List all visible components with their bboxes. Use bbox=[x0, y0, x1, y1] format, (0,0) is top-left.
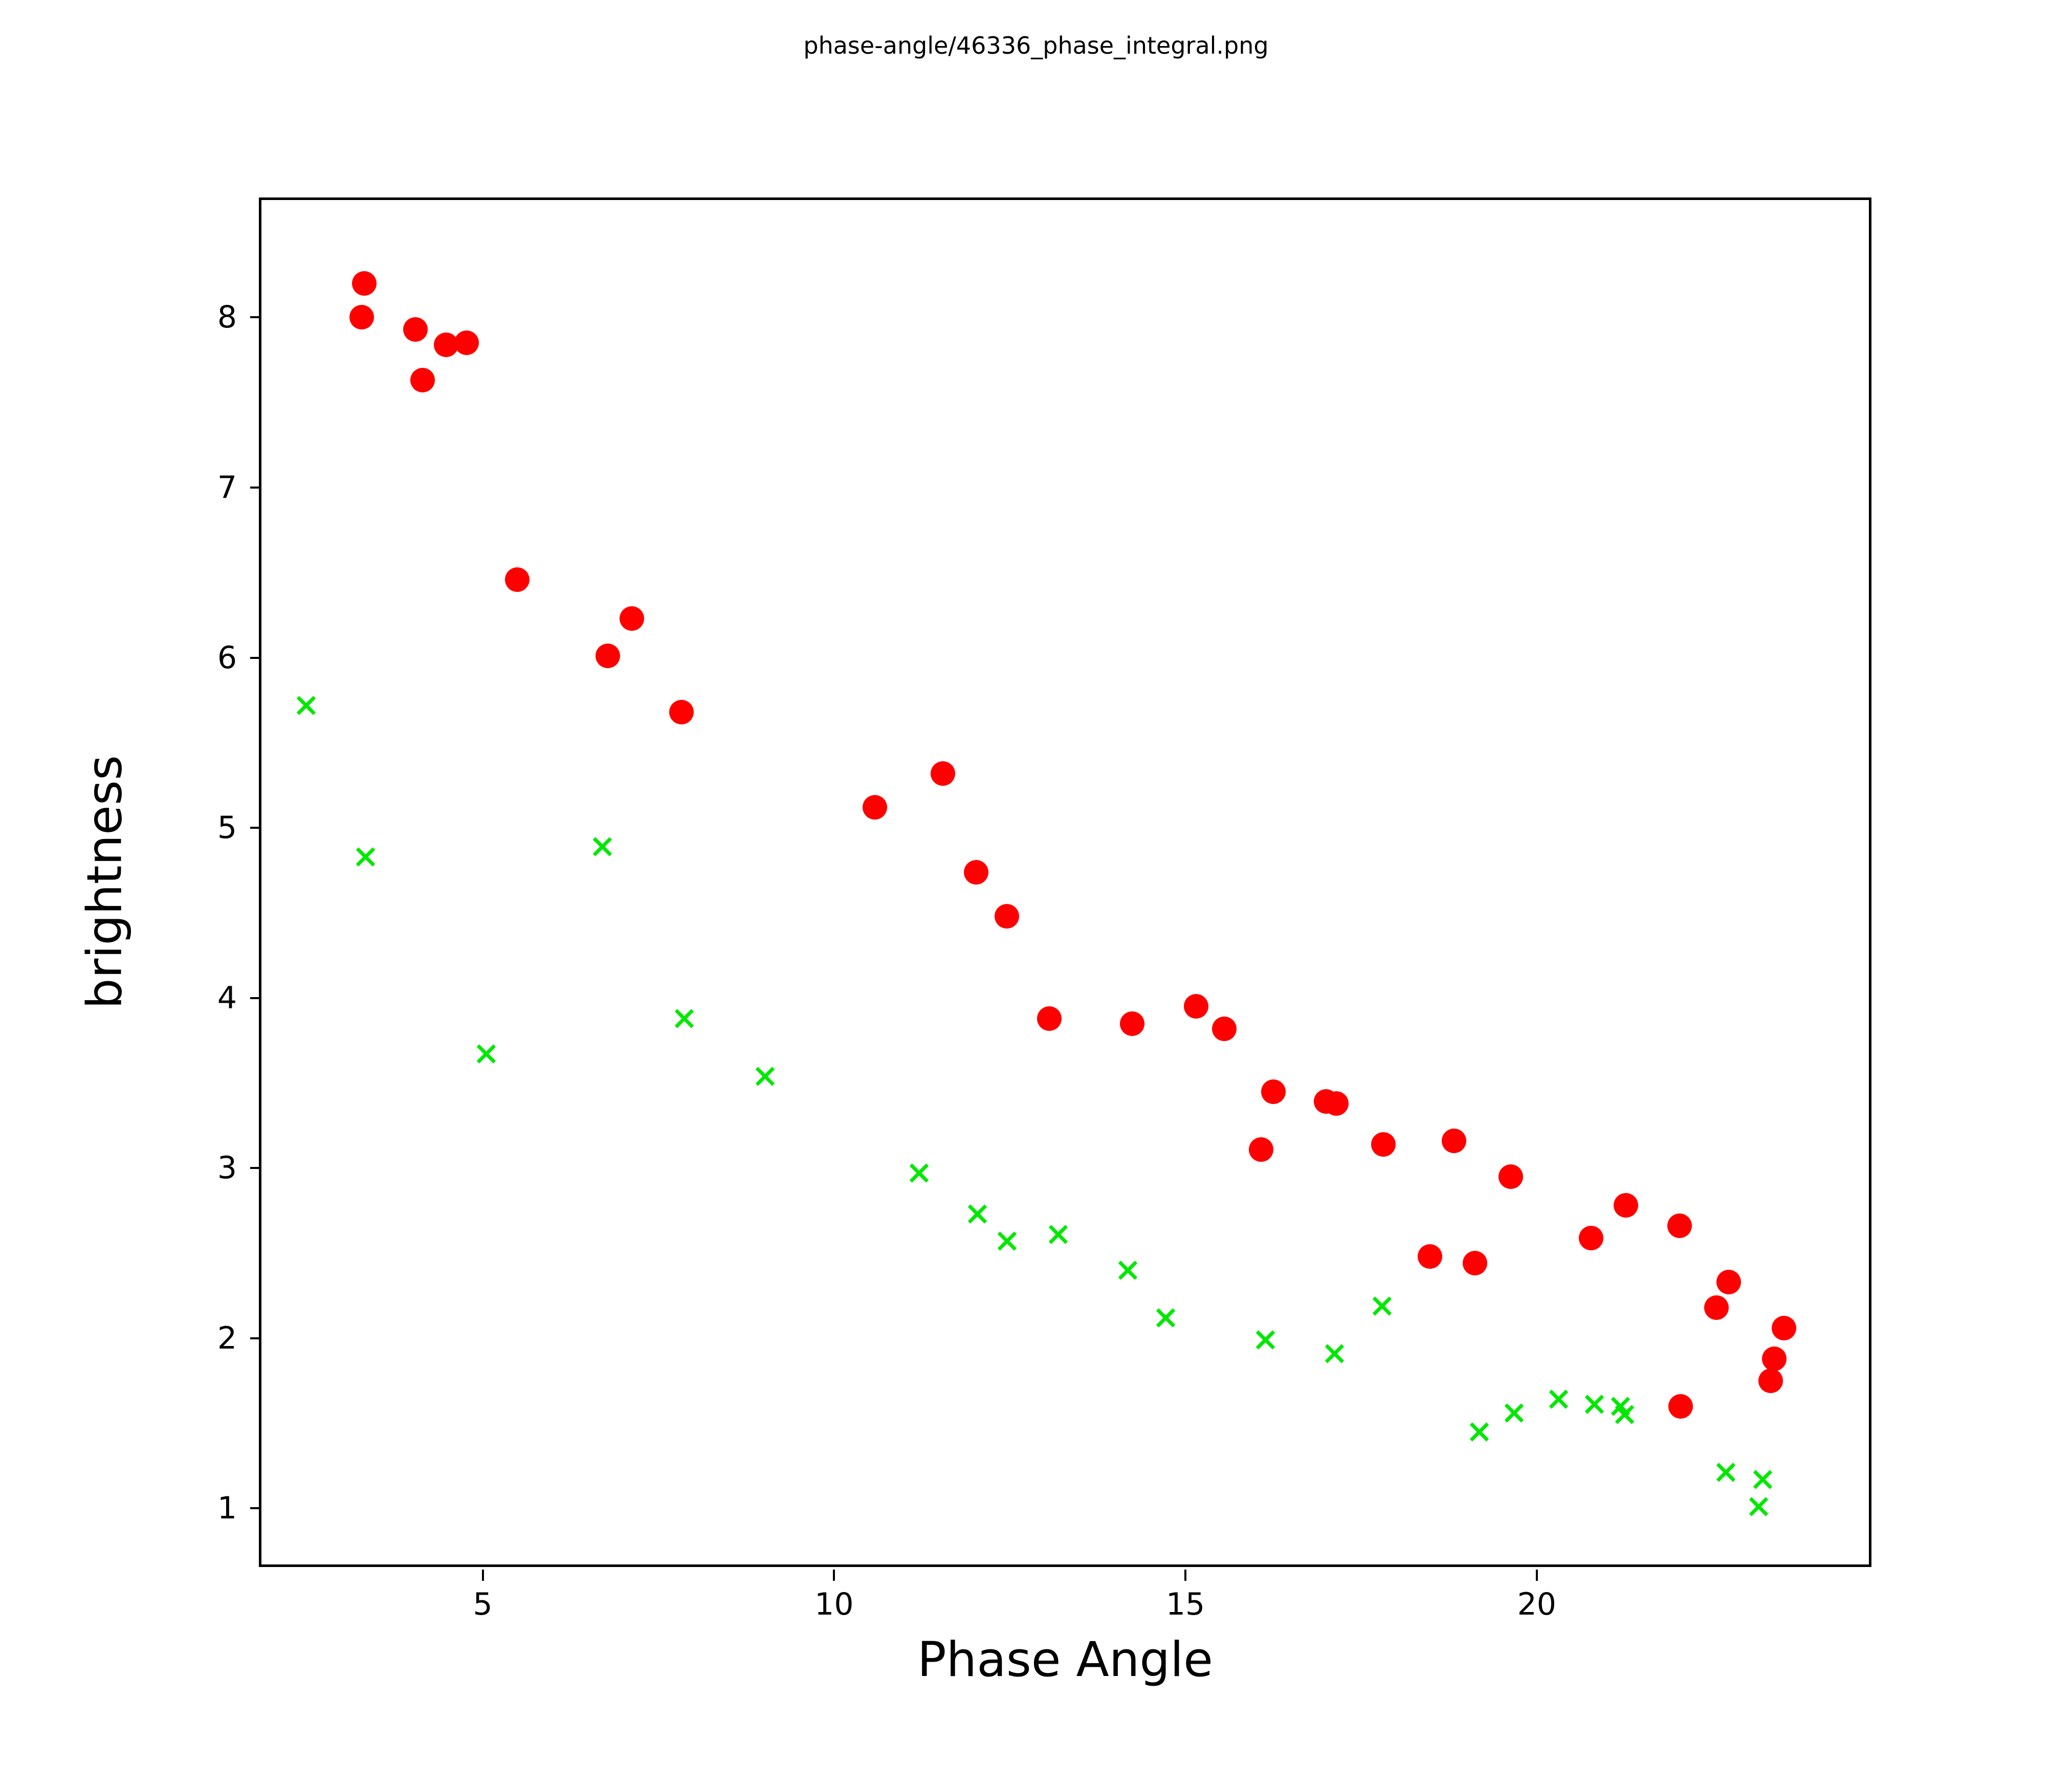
data-point-cross bbox=[908, 1161, 931, 1185]
data-point-cross bbox=[1747, 1495, 1771, 1518]
x-axis-tick-label: 20 bbox=[1517, 1586, 1556, 1622]
data-point-circle bbox=[596, 644, 621, 669]
figure-title: phase-angle/46336_phase_integral.png bbox=[803, 32, 1269, 59]
data-point-cross bbox=[1547, 1387, 1570, 1411]
y-axis-tick bbox=[250, 1507, 261, 1510]
data-point-circle bbox=[995, 904, 1020, 929]
x-axis-label: Phase Angle bbox=[917, 1632, 1214, 1688]
y-axis-tick bbox=[250, 997, 261, 999]
data-point-cross bbox=[1154, 1306, 1178, 1330]
y-axis-tick-label: 6 bbox=[217, 639, 237, 676]
data-point-cross bbox=[474, 1042, 498, 1066]
y-axis-tick-label: 1 bbox=[217, 1490, 237, 1527]
data-point-circle bbox=[1667, 1214, 1692, 1239]
data-point-circle bbox=[931, 761, 956, 786]
data-point-circle bbox=[454, 330, 479, 356]
data-point-circle bbox=[1371, 1132, 1396, 1157]
data-point-cross bbox=[590, 835, 614, 858]
data-point-circle bbox=[1183, 994, 1208, 1019]
y-axis-tick bbox=[250, 827, 261, 829]
y-axis-tick-label: 7 bbox=[217, 470, 237, 505]
plot-frame: 5 10 15 20 1 2 3 4 5 6 7 8 bbox=[217, 197, 1871, 1622]
data-point-circle bbox=[669, 699, 694, 724]
data-point-circle bbox=[1498, 1164, 1523, 1189]
y-axis-tick-label: 5 bbox=[217, 810, 237, 846]
data-point-circle bbox=[1211, 1016, 1237, 1041]
plot-area bbox=[261, 200, 1869, 1564]
data-point-circle bbox=[1772, 1315, 1797, 1340]
data-point-circle bbox=[1668, 1394, 1693, 1419]
y-axis-tick bbox=[250, 1167, 261, 1170]
y-axis-tick bbox=[250, 1337, 261, 1339]
data-point-cross bbox=[1254, 1328, 1277, 1352]
data-point-cross bbox=[1608, 1395, 1632, 1418]
data-point-cross bbox=[1116, 1259, 1139, 1282]
data-point-circle bbox=[1417, 1244, 1442, 1269]
data-point-cross bbox=[295, 694, 318, 717]
data-point-cross bbox=[966, 1202, 989, 1226]
data-point-cross bbox=[1503, 1401, 1526, 1425]
data-point-circle bbox=[963, 859, 988, 885]
x-axis-tick bbox=[481, 1570, 484, 1581]
data-point-cross bbox=[754, 1065, 777, 1088]
data-point-cross bbox=[1322, 1342, 1346, 1365]
data-point-circle bbox=[1614, 1193, 1639, 1218]
data-point-circle bbox=[504, 567, 530, 592]
data-point-circle bbox=[1037, 1006, 1062, 1031]
data-point-cross bbox=[1751, 1468, 1775, 1491]
data-point-cross bbox=[1714, 1461, 1737, 1484]
data-point-circle bbox=[410, 368, 435, 393]
data-point-circle bbox=[1716, 1269, 1741, 1294]
data-point-cross bbox=[1467, 1420, 1491, 1444]
data-point-cross bbox=[354, 845, 377, 869]
data-point-circle bbox=[1119, 1011, 1144, 1036]
x-axis-tick-label: 10 bbox=[814, 1586, 854, 1622]
x-axis-tick bbox=[1184, 1570, 1187, 1581]
y-axis-tick bbox=[250, 487, 261, 489]
data-point-circle bbox=[862, 795, 887, 820]
data-point-circle bbox=[349, 305, 374, 330]
y-axis-tick-label: 2 bbox=[217, 1320, 237, 1356]
data-point-cross bbox=[1046, 1223, 1070, 1246]
y-axis-label: brightness bbox=[77, 755, 133, 1009]
y-axis-tick-label: 4 bbox=[217, 980, 237, 1016]
data-point-circle bbox=[1441, 1128, 1466, 1153]
data-point-circle bbox=[1261, 1079, 1286, 1104]
data-point-cross bbox=[1582, 1393, 1606, 1416]
data-point-circle bbox=[619, 606, 644, 631]
data-point-circle bbox=[1704, 1295, 1729, 1320]
data-point-circle bbox=[1324, 1091, 1349, 1116]
data-point-cross bbox=[1371, 1294, 1394, 1318]
data-point-circle bbox=[1761, 1346, 1787, 1371]
data-point-circle bbox=[1462, 1251, 1487, 1276]
x-axis-tick bbox=[1535, 1570, 1538, 1581]
data-point-circle bbox=[351, 271, 377, 296]
data-point-circle bbox=[1578, 1225, 1603, 1250]
data-point-circle bbox=[1758, 1368, 1783, 1393]
y-axis-tick bbox=[250, 316, 261, 319]
y-axis-tick-label: 3 bbox=[217, 1150, 237, 1186]
data-point-circle bbox=[403, 317, 428, 342]
data-point-cross bbox=[1613, 1403, 1636, 1426]
x-axis-tick-label: 5 bbox=[473, 1586, 493, 1622]
x-axis-tick bbox=[833, 1570, 835, 1581]
y-axis-tick-label: 8 bbox=[217, 299, 237, 336]
data-point-cross bbox=[673, 1007, 696, 1030]
data-point-circle bbox=[1249, 1137, 1274, 1162]
data-point-cross bbox=[995, 1229, 1019, 1253]
y-axis-tick bbox=[250, 656, 261, 659]
x-axis-tick-label: 15 bbox=[1165, 1586, 1205, 1622]
